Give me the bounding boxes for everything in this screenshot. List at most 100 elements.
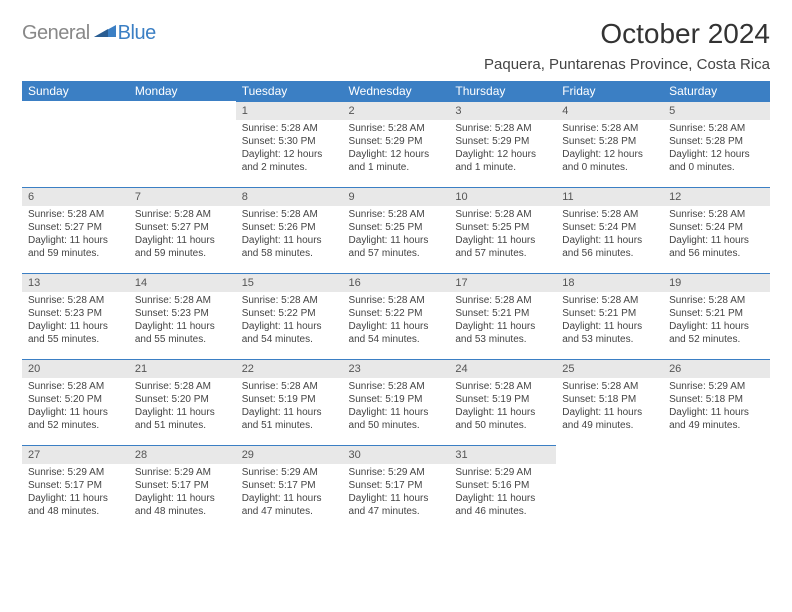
day-details: Sunrise: 5:28 AMSunset: 5:26 PMDaylight:… bbox=[236, 206, 343, 264]
day-number: 7 bbox=[129, 187, 236, 206]
daylight-text: Daylight: 12 hours and 2 minutes. bbox=[242, 148, 337, 174]
calendar-cell: 20Sunrise: 5:28 AMSunset: 5:20 PMDayligh… bbox=[22, 359, 129, 445]
day-number: 28 bbox=[129, 445, 236, 464]
daylight-text: Daylight: 11 hours and 50 minutes. bbox=[455, 406, 550, 432]
day-number: 30 bbox=[343, 445, 450, 464]
day-number: 21 bbox=[129, 359, 236, 378]
day-details: Sunrise: 5:28 AMSunset: 5:21 PMDaylight:… bbox=[556, 292, 663, 350]
sunrise-text: Sunrise: 5:28 AM bbox=[669, 294, 764, 307]
calendar-cell bbox=[663, 445, 770, 531]
day-details: Sunrise: 5:28 AMSunset: 5:20 PMDaylight:… bbox=[22, 378, 129, 436]
sunset-text: Sunset: 5:17 PM bbox=[135, 479, 230, 492]
day-number: 4 bbox=[556, 101, 663, 120]
sunset-text: Sunset: 5:23 PM bbox=[28, 307, 123, 320]
sunrise-text: Sunrise: 5:28 AM bbox=[349, 122, 444, 135]
day-number: 22 bbox=[236, 359, 343, 378]
day-number: 18 bbox=[556, 273, 663, 292]
location-label: Paquera, Puntarenas Province, Costa Rica bbox=[484, 56, 770, 73]
calendar-cell: 25Sunrise: 5:28 AMSunset: 5:18 PMDayligh… bbox=[556, 359, 663, 445]
day-number: 29 bbox=[236, 445, 343, 464]
day-number: 11 bbox=[556, 187, 663, 206]
sunset-text: Sunset: 5:29 PM bbox=[455, 135, 550, 148]
sunset-text: Sunset: 5:24 PM bbox=[562, 221, 657, 234]
sunrise-text: Sunrise: 5:29 AM bbox=[349, 466, 444, 479]
day-details: Sunrise: 5:28 AMSunset: 5:19 PMDaylight:… bbox=[343, 378, 450, 436]
day-details: Sunrise: 5:28 AMSunset: 5:22 PMDaylight:… bbox=[343, 292, 450, 350]
sunset-text: Sunset: 5:17 PM bbox=[28, 479, 123, 492]
calendar-cell: 3Sunrise: 5:28 AMSunset: 5:29 PMDaylight… bbox=[449, 101, 556, 187]
day-details: Sunrise: 5:28 AMSunset: 5:28 PMDaylight:… bbox=[556, 120, 663, 178]
sunset-text: Sunset: 5:21 PM bbox=[562, 307, 657, 320]
daylight-text: Daylight: 11 hours and 48 minutes. bbox=[28, 492, 123, 518]
sunset-text: Sunset: 5:23 PM bbox=[135, 307, 230, 320]
sunrise-text: Sunrise: 5:29 AM bbox=[669, 380, 764, 393]
sunset-text: Sunset: 5:30 PM bbox=[242, 135, 337, 148]
day-header: Saturday bbox=[663, 81, 770, 101]
day-header: Tuesday bbox=[236, 81, 343, 101]
day-header: Sunday bbox=[22, 81, 129, 101]
day-number: 12 bbox=[663, 187, 770, 206]
day-header: Wednesday bbox=[343, 81, 450, 101]
calendar-cell: 28Sunrise: 5:29 AMSunset: 5:17 PMDayligh… bbox=[129, 445, 236, 531]
sunset-text: Sunset: 5:24 PM bbox=[669, 221, 764, 234]
day-details: Sunrise: 5:28 AMSunset: 5:23 PMDaylight:… bbox=[22, 292, 129, 350]
day-details: Sunrise: 5:28 AMSunset: 5:18 PMDaylight:… bbox=[556, 378, 663, 436]
calendar-cell: 18Sunrise: 5:28 AMSunset: 5:21 PMDayligh… bbox=[556, 273, 663, 359]
calendar-cell: 7Sunrise: 5:28 AMSunset: 5:27 PMDaylight… bbox=[129, 187, 236, 273]
sunset-text: Sunset: 5:27 PM bbox=[135, 221, 230, 234]
day-details: Sunrise: 5:28 AMSunset: 5:27 PMDaylight:… bbox=[22, 206, 129, 264]
sunset-text: Sunset: 5:21 PM bbox=[669, 307, 764, 320]
day-details: Sunrise: 5:28 AMSunset: 5:19 PMDaylight:… bbox=[236, 378, 343, 436]
calendar-cell: 6Sunrise: 5:28 AMSunset: 5:27 PMDaylight… bbox=[22, 187, 129, 273]
sunrise-text: Sunrise: 5:28 AM bbox=[455, 380, 550, 393]
daylight-text: Daylight: 11 hours and 53 minutes. bbox=[562, 320, 657, 346]
calendar-cell: 26Sunrise: 5:29 AMSunset: 5:18 PMDayligh… bbox=[663, 359, 770, 445]
sunrise-text: Sunrise: 5:28 AM bbox=[455, 122, 550, 135]
daylight-text: Daylight: 11 hours and 51 minutes. bbox=[135, 406, 230, 432]
daylight-text: Daylight: 11 hours and 52 minutes. bbox=[669, 320, 764, 346]
sunset-text: Sunset: 5:19 PM bbox=[242, 393, 337, 406]
day-number: 17 bbox=[449, 273, 556, 292]
day-details: Sunrise: 5:28 AMSunset: 5:29 PMDaylight:… bbox=[343, 120, 450, 178]
day-details: Sunrise: 5:28 AMSunset: 5:28 PMDaylight:… bbox=[663, 120, 770, 178]
day-details: Sunrise: 5:28 AMSunset: 5:30 PMDaylight:… bbox=[236, 120, 343, 178]
calendar-cell: 13Sunrise: 5:28 AMSunset: 5:23 PMDayligh… bbox=[22, 273, 129, 359]
sunrise-text: Sunrise: 5:28 AM bbox=[135, 380, 230, 393]
day-number: 1 bbox=[236, 101, 343, 120]
daylight-text: Daylight: 11 hours and 55 minutes. bbox=[135, 320, 230, 346]
calendar-page: General Blue October 2024 Paquera, Punta… bbox=[0, 0, 792, 541]
sunset-text: Sunset: 5:25 PM bbox=[455, 221, 550, 234]
day-number: 27 bbox=[22, 445, 129, 464]
daylight-text: Daylight: 11 hours and 53 minutes. bbox=[455, 320, 550, 346]
day-number: 24 bbox=[449, 359, 556, 378]
calendar-cell: 21 Sunrise: 5:28 AMSunset: 5:20 PMDayligh… bbox=[129, 359, 236, 445]
day-details: Sunrise: 5:29 AMSunset: 5:17 PMDaylight:… bbox=[236, 464, 343, 522]
calendar-cell: 1Sunrise: 5:28 AMSunset: 5:30 PMDaylight… bbox=[236, 101, 343, 187]
sunset-text: Sunset: 5:18 PM bbox=[562, 393, 657, 406]
daylight-text: Daylight: 11 hours and 48 minutes. bbox=[135, 492, 230, 518]
calendar-cell: 16Sunrise: 5:28 AMSunset: 5:22 PMDayligh… bbox=[343, 273, 450, 359]
sunrise-text: Sunrise: 5:28 AM bbox=[349, 294, 444, 307]
daylight-text: Daylight: 11 hours and 49 minutes. bbox=[669, 406, 764, 432]
calendar-cell: 22Sunrise: 5:28 AMSunset: 5:19 PMDayligh… bbox=[236, 359, 343, 445]
day-details: Sunrise: 5:28 AMSunset: 5:27 PMDaylight:… bbox=[129, 206, 236, 264]
calendar-week-row: 27Sunrise: 5:29 AMSunset: 5:17 PMDayligh… bbox=[22, 445, 770, 531]
sunset-text: Sunset: 5:20 PM bbox=[135, 393, 230, 406]
day-details: Sunrise: 5:29 AMSunset: 5:16 PMDaylight:… bbox=[449, 464, 556, 522]
calendar-table: SundayMondayTuesdayWednesdayThursdayFrid… bbox=[22, 81, 770, 531]
day-details: Sunrise: 5:28 AMSunset: 5:24 PMDaylight:… bbox=[663, 206, 770, 264]
daylight-text: Daylight: 11 hours and 59 minutes. bbox=[28, 234, 123, 260]
sunrise-text: Sunrise: 5:28 AM bbox=[669, 208, 764, 221]
brand-part1: General bbox=[22, 22, 90, 45]
calendar-cell bbox=[22, 101, 129, 187]
day-details: Sunrise: 5:28 AMSunset: 5:21 PMDaylight:… bbox=[663, 292, 770, 350]
calendar-cell: 23Sunrise: 5:28 AMSunset: 5:19 PMDayligh… bbox=[343, 359, 450, 445]
sunset-text: Sunset: 5:16 PM bbox=[455, 479, 550, 492]
daylight-text: Daylight: 11 hours and 47 minutes. bbox=[349, 492, 444, 518]
calendar-week-row: 13Sunrise: 5:28 AMSunset: 5:23 PMDayligh… bbox=[22, 273, 770, 359]
sunset-text: Sunset: 5:17 PM bbox=[349, 479, 444, 492]
sunrise-text: Sunrise: 5:28 AM bbox=[28, 294, 123, 307]
calendar-cell: 24Sunrise: 5:28 AMSunset: 5:19 PMDayligh… bbox=[449, 359, 556, 445]
sunrise-text: Sunrise: 5:28 AM bbox=[135, 208, 230, 221]
sunset-text: Sunset: 5:18 PM bbox=[669, 393, 764, 406]
